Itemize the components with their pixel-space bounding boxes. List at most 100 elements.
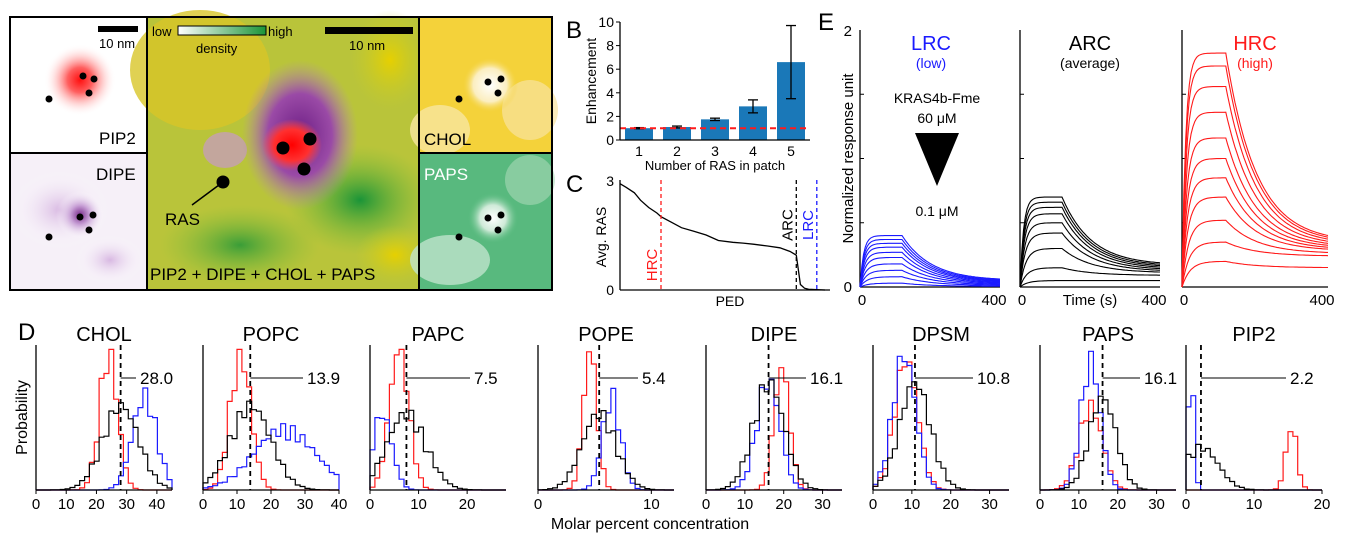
y-tick-label: 2: [606, 108, 614, 124]
response-curve: [1181, 85, 1329, 288]
mean-value: 10.8: [977, 369, 1010, 388]
x-tick-label: 1: [635, 143, 643, 159]
x-tick-label: 2: [673, 143, 681, 159]
legend-low: low: [152, 24, 172, 39]
sensorgram-hrc: 0 400: [1180, 30, 1335, 309]
concentration-high: 60 μM: [917, 110, 956, 126]
histogram-arc: [202, 400, 339, 491]
response-curve: [1019, 206, 1161, 288]
x-tick-label: 0: [869, 496, 877, 513]
histogram-dpsm: 10.8 DPSM 0 10 20 30: [869, 324, 1010, 513]
ras-dot: [484, 214, 492, 222]
response-curve: [1019, 213, 1161, 288]
label-chol: CHOL: [424, 130, 471, 149]
y-tick-label: 0: [844, 279, 852, 296]
x-tick-label: 5: [787, 143, 795, 159]
x-tick-label: 30: [814, 496, 831, 513]
ras-dot: [85, 89, 93, 97]
x-tick-label: 0: [199, 496, 207, 513]
panel-letter-d: D: [18, 319, 35, 346]
title-lrc: LRC: [911, 33, 951, 55]
x-tick-label: 40: [149, 496, 166, 513]
histogram-arc: [537, 410, 674, 491]
histogram-papc: 7.5 PAPC 0 10 20: [366, 324, 506, 513]
lipid-name: CHOL: [76, 324, 132, 346]
bar: [625, 128, 653, 140]
scale-large-label: 10 nm: [349, 38, 385, 53]
ras-dot: [85, 226, 93, 234]
response-curve: [859, 263, 1000, 288]
mean-value: 28.0: [140, 369, 173, 388]
x-tick-label: 10: [410, 496, 427, 513]
y-tick-label: 4: [606, 85, 614, 101]
map-pip2: 10 nm PIP2: [9, 16, 148, 154]
response-curve: [859, 251, 1001, 288]
mean-value: 7.5: [474, 369, 498, 388]
x-tick-label: 400: [981, 292, 1006, 309]
histogram-arc: [872, 381, 1009, 491]
lipid-name: PAPC: [412, 324, 465, 346]
response-curve: [1019, 247, 1160, 288]
title-arc: ARC: [1069, 33, 1111, 55]
x-tick-label: 20: [1314, 496, 1331, 513]
histogram-chol: 28.0 CHOL 0 10 20 30 40: [32, 324, 173, 513]
histogram-lrc: [369, 417, 506, 491]
label-paps: PAPS: [424, 165, 468, 184]
y-axis-label: Normalized response unit: [840, 73, 857, 244]
response-curve: [1181, 260, 1328, 288]
x-tick-label: 10: [1246, 496, 1263, 513]
x-axis-label: PED: [716, 293, 745, 309]
lipid-name: POPC: [243, 324, 300, 346]
panel-b: B 1 2 3 4 5 0 2 4 6 8 10 Enhancement Number of RAS i…: [566, 14, 810, 173]
response-curve: [1181, 241, 1329, 288]
response-curve: [1019, 267, 1160, 288]
histogram-arc: [1185, 443, 1322, 491]
x-tick-label: 30: [297, 496, 314, 513]
response-curve: [1019, 222, 1161, 288]
density-colorbar: [177, 25, 267, 36]
paps-depletion-spot: [467, 192, 519, 244]
map-paps: PAPS: [410, 152, 555, 291]
y-tick-label: 2: [844, 23, 852, 40]
scale-bar-large: [325, 27, 413, 34]
response-curve: [859, 246, 1001, 288]
mean-value: 2.2: [1290, 369, 1314, 388]
x-tick-label: 0: [1180, 292, 1188, 309]
histogram-dipe: 16.1 DIPE 0 10 20 30: [702, 324, 843, 513]
concentration-label: KRAS4b-Fme: [894, 90, 981, 106]
ras-line: [619, 183, 826, 291]
y-tick-label: 8: [606, 38, 614, 54]
response-curve: [859, 238, 1001, 288]
histogram-arc: [369, 409, 506, 491]
ras-dot: [79, 72, 87, 80]
histogram-lrc: [36, 387, 173, 491]
x-axis-label: Molar percent concentration: [551, 516, 749, 533]
x-tick-label: 30: [1148, 496, 1165, 513]
histogram-pope: 5.4 POPE 0 10: [534, 324, 674, 513]
legend-high: high: [268, 24, 293, 39]
sensorgram-lrc: 0 400: [858, 30, 1007, 309]
lipid-name: DPSM: [912, 324, 970, 346]
ras-dot: [494, 89, 502, 97]
ras-dot: [297, 162, 311, 176]
x-tick-label: 0: [534, 496, 542, 513]
lipid-name: PIP2: [1232, 324, 1275, 346]
label-dipe: DIPE: [96, 165, 136, 184]
x-tick-label: 0: [1036, 496, 1044, 513]
ras-dot: [484, 78, 492, 86]
response-curve: [1181, 219, 1328, 288]
subtitle-lrc: (low): [916, 55, 946, 71]
bar: [663, 127, 691, 140]
histogram-paps: 16.1 PAPS 0 10 20 30: [1036, 324, 1177, 513]
x-tick-label: 10: [229, 496, 246, 513]
response-curve: [1181, 111, 1329, 288]
response-curve: [1181, 157, 1329, 288]
lipid-name: PAPS: [1082, 324, 1134, 346]
x-tick-label: 30: [118, 496, 135, 513]
marker-label-hrc: HRC: [644, 249, 661, 282]
panel-a: A 10 nm PIP2 DIPE: [9, 10, 558, 291]
subtitle-arc: (average): [1060, 55, 1120, 71]
x-tick-label: 40: [331, 496, 348, 513]
response-curve: [1019, 196, 1161, 288]
x-tick-label: 400: [1141, 292, 1166, 309]
